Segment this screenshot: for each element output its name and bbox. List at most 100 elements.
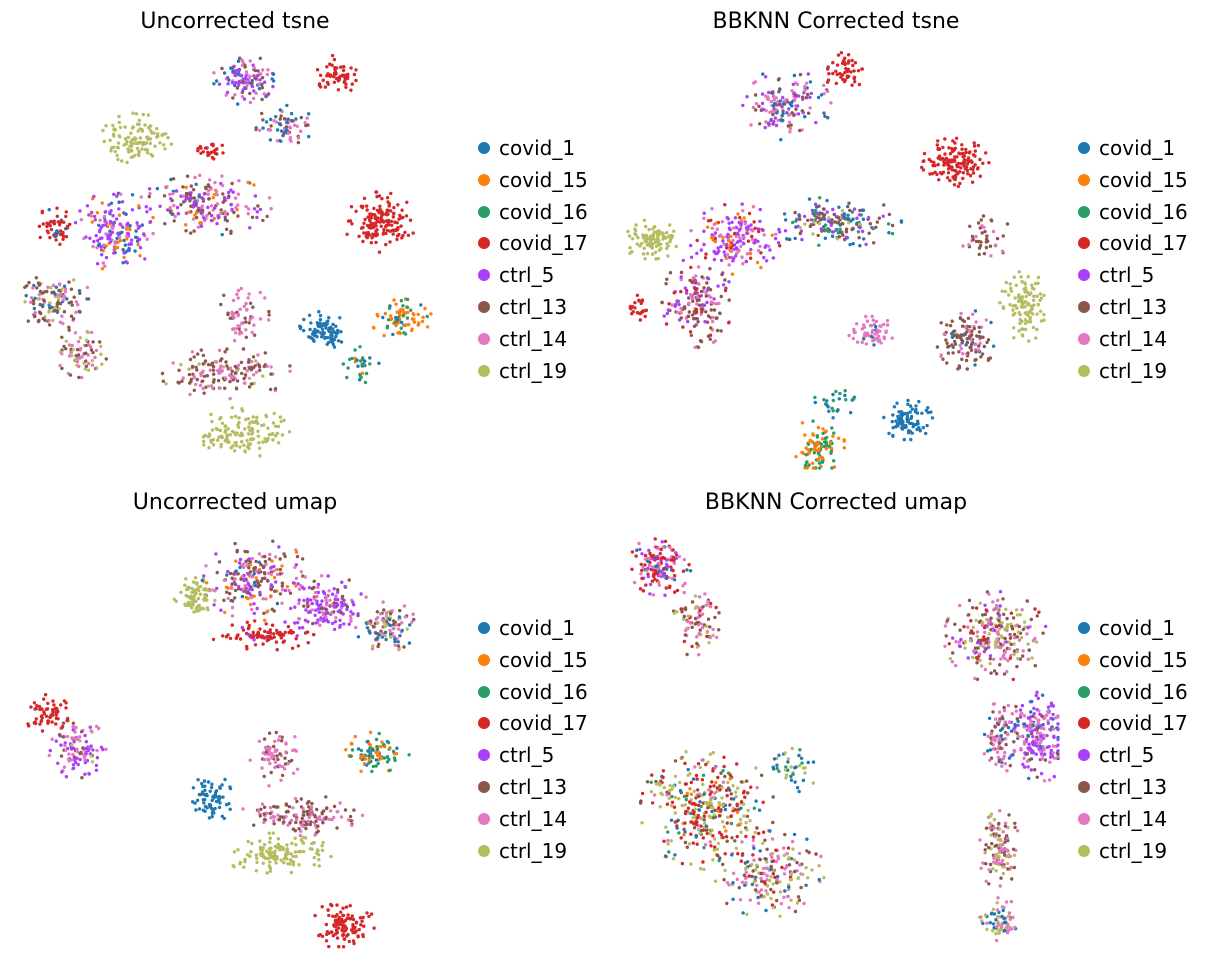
scatter-point	[225, 347, 229, 351]
scatter-point	[268, 811, 272, 816]
scatter-point	[691, 299, 695, 303]
scatter-point	[47, 323, 52, 327]
scatter-point	[270, 607, 274, 611]
scatter-point	[374, 737, 379, 742]
scatter-point	[380, 631, 385, 636]
scatter-point	[210, 798, 214, 803]
scatter-point	[1035, 690, 1039, 694]
scatter-point	[708, 337, 712, 341]
scatter-point	[1042, 318, 1046, 322]
scatter-point	[36, 297, 41, 301]
scatter-point	[702, 211, 706, 215]
scatter-point	[310, 847, 314, 851]
scatter-point	[125, 223, 129, 227]
scatter-point	[251, 96, 256, 101]
scatter-point	[275, 139, 280, 143]
scatter-point	[809, 218, 814, 222]
scatter-point	[920, 165, 924, 170]
scatter-point	[839, 75, 843, 79]
scatter-point	[289, 111, 294, 116]
scatter-point	[104, 255, 109, 260]
scatter-point	[83, 772, 87, 776]
scatter-point	[896, 414, 900, 419]
scatter-point	[276, 738, 281, 742]
scatter-point	[787, 120, 792, 125]
scatter-point	[268, 840, 272, 844]
scatter-point	[210, 782, 214, 786]
scatter-point	[90, 359, 95, 363]
scatter-point	[228, 591, 232, 596]
scatter-point	[45, 289, 49, 294]
scatter-point	[408, 218, 413, 222]
scatter-point	[306, 604, 310, 609]
scatter-point	[191, 580, 196, 584]
scatter-point	[306, 819, 311, 824]
scatter-point	[421, 315, 425, 319]
scatter-point	[720, 220, 725, 224]
scatter-point	[335, 826, 339, 830]
scatter-point	[635, 242, 639, 246]
scatter-point	[260, 576, 265, 581]
scatter-point	[247, 366, 252, 370]
scatter-point	[973, 342, 978, 347]
scatter-point	[202, 443, 206, 447]
scatter-point	[121, 261, 125, 265]
scatter-point	[960, 339, 965, 343]
scatter-point	[258, 446, 262, 450]
scatter-point	[142, 232, 146, 236]
scatter-point	[634, 233, 638, 237]
scatter-point	[277, 763, 282, 768]
scatter-point	[758, 207, 762, 212]
scatter-point	[293, 796, 298, 801]
scatter-point	[367, 742, 371, 746]
scatter-point	[61, 735, 65, 739]
scatter-point	[410, 327, 414, 331]
scatter-point	[258, 317, 263, 321]
scatter-point	[143, 257, 147, 261]
scatter-point	[746, 227, 750, 231]
scatter-point	[104, 223, 108, 227]
scatter-point	[257, 739, 261, 743]
scatter-point	[350, 914, 354, 918]
scatter-point	[284, 856, 288, 861]
scatter-point	[397, 217, 401, 221]
scatter-point	[1012, 632, 1017, 637]
scatter-point	[953, 342, 958, 346]
scatter-point	[727, 298, 731, 302]
scatter-point	[72, 295, 76, 299]
scatter-point	[749, 123, 753, 127]
scatter-point	[306, 123, 310, 127]
scatter-point	[978, 341, 982, 346]
scatter-point	[140, 147, 144, 151]
scatter-point	[698, 303, 702, 307]
scatter-point	[293, 123, 297, 127]
scatter-point	[388, 240, 392, 244]
scatter-point	[217, 560, 222, 564]
scatter-point	[348, 814, 353, 819]
scatter-point	[936, 156, 941, 160]
scatter-point	[1028, 320, 1033, 324]
scatter-point	[1026, 301, 1031, 306]
scatter-point	[380, 740, 384, 744]
scatter-point	[107, 203, 111, 207]
scatter-point	[346, 913, 350, 917]
scatter-point	[836, 220, 840, 225]
scatter-point	[213, 589, 217, 593]
scatter-point	[257, 552, 262, 556]
scatter-point	[724, 242, 729, 247]
scatter-point	[299, 570, 303, 574]
scatter-point	[995, 236, 1000, 241]
scatter-point	[948, 178, 952, 183]
scatter-point	[371, 625, 376, 629]
scatter-point	[933, 163, 937, 168]
scatter-point	[791, 220, 795, 225]
scatter-point	[218, 785, 222, 789]
scatter-point	[230, 623, 234, 627]
scatter-point	[918, 429, 922, 433]
scatter-point	[352, 808, 356, 812]
scatter-point	[252, 420, 256, 425]
scatter-point	[240, 625, 244, 630]
scatter-point	[689, 255, 694, 259]
scatter-point	[324, 607, 328, 611]
scatter-point	[213, 180, 217, 185]
